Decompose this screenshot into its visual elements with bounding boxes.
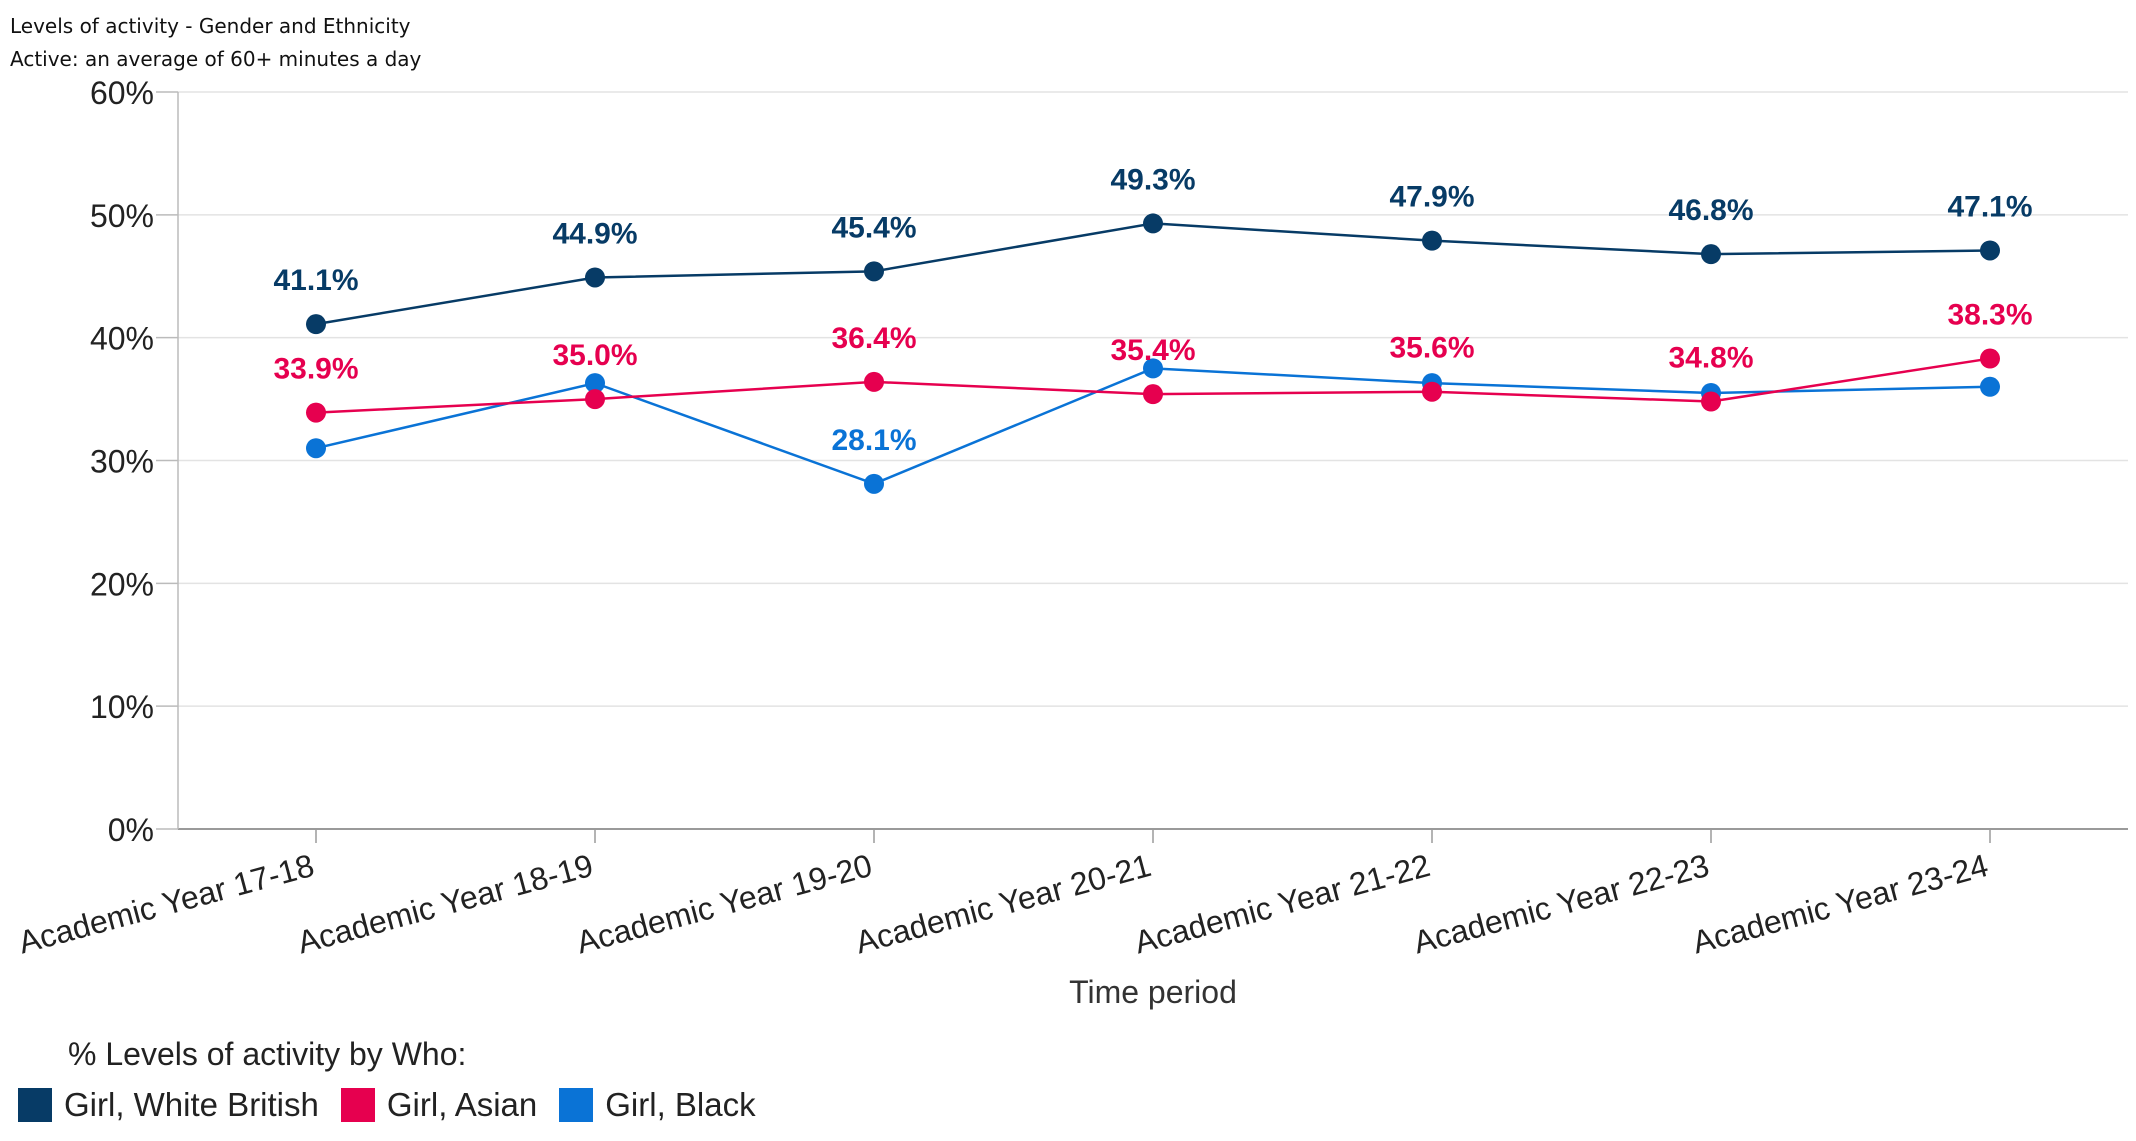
data-label: 47.1% — [1947, 190, 2032, 223]
legend-label: Girl, Black — [605, 1086, 756, 1123]
data-label: 46.8% — [1668, 194, 1753, 227]
legend-label: Girl, Asian — [386, 1086, 538, 1123]
x-axis-label: Time period — [1069, 974, 1237, 1010]
data-label: 35.6% — [1389, 332, 1474, 365]
data-point — [1701, 391, 1721, 412]
data-label: 28.1% — [831, 424, 916, 457]
y-tick-label: 20% — [90, 566, 154, 602]
y-tick-label: 40% — [90, 321, 154, 357]
data-label: 33.9% — [273, 353, 358, 386]
x-tick-label: Academic Year 19-20 — [573, 847, 876, 961]
data-label: 35.4% — [1110, 334, 1195, 367]
legend-item-girl-black[interactable]: Girl, Black — [559, 1086, 756, 1124]
data-point — [306, 314, 326, 335]
legend-title: % Levels of activity by Who: — [68, 1036, 467, 1072]
y-tick-label: 30% — [90, 444, 154, 480]
x-tick-label: Academic Year 22-23 — [1410, 847, 1713, 961]
data-label: 41.1% — [273, 264, 358, 297]
data-point — [1143, 384, 1163, 405]
legend: Girl, White British Girl, Asian Girl, Bl… — [18, 1086, 778, 1124]
data-label: 44.9% — [552, 217, 637, 250]
y-tick-label: 60% — [90, 75, 154, 111]
legend-swatch — [340, 1088, 375, 1122]
data-point — [585, 373, 605, 394]
data-label: 47.9% — [1389, 181, 1474, 214]
data-label: 45.4% — [831, 211, 916, 244]
x-tick-label: Academic Year 21-22 — [1131, 847, 1434, 961]
data-point — [1980, 348, 2000, 369]
data-label: 49.3% — [1110, 163, 1195, 196]
x-tick-label: Academic Year 18-19 — [294, 847, 597, 961]
data-label: 36.4% — [831, 322, 916, 355]
data-point — [1422, 230, 1442, 251]
data-point — [864, 473, 884, 494]
legend-swatch — [18, 1088, 52, 1122]
x-tick-label: Academic Year 23-24 — [1689, 847, 1992, 961]
legend-item-girl-white-british[interactable]: Girl, White British — [18, 1086, 319, 1124]
data-point — [1422, 381, 1442, 402]
x-tick-label: Academic Year 17-18 — [15, 847, 318, 961]
data-point — [1980, 376, 2000, 397]
y-tick-label: 0% — [108, 812, 154, 848]
chart-title: Levels of activity - Gender and Ethnicit… — [10, 14, 411, 38]
data-label: 35.0% — [552, 339, 637, 372]
data-point — [306, 438, 326, 459]
x-tick-label: Academic Year 20-21 — [852, 847, 1155, 961]
data-point — [1701, 244, 1721, 265]
legend-swatch — [559, 1088, 594, 1122]
data-point — [585, 267, 605, 288]
data-point — [1143, 358, 1163, 379]
data-point — [1980, 240, 2000, 261]
data-point — [1143, 213, 1163, 234]
data-point — [864, 261, 884, 282]
legend-label: Girl, White British — [64, 1086, 319, 1123]
data-label: 38.3% — [1947, 299, 2032, 332]
legend-item-girl-asian[interactable]: Girl, Asian — [340, 1086, 538, 1124]
data-point — [864, 371, 884, 392]
chart-subtitle: Active: an average of 60+ minutes a day — [10, 47, 422, 71]
data-point — [585, 389, 605, 410]
chart-titles: Levels of activity - Gender and Ethnicit… — [10, 10, 421, 76]
y-tick-label: 10% — [90, 689, 154, 725]
data-point — [306, 402, 326, 423]
data-label: 34.8% — [1668, 342, 1753, 375]
y-tick-label: 50% — [90, 198, 154, 234]
